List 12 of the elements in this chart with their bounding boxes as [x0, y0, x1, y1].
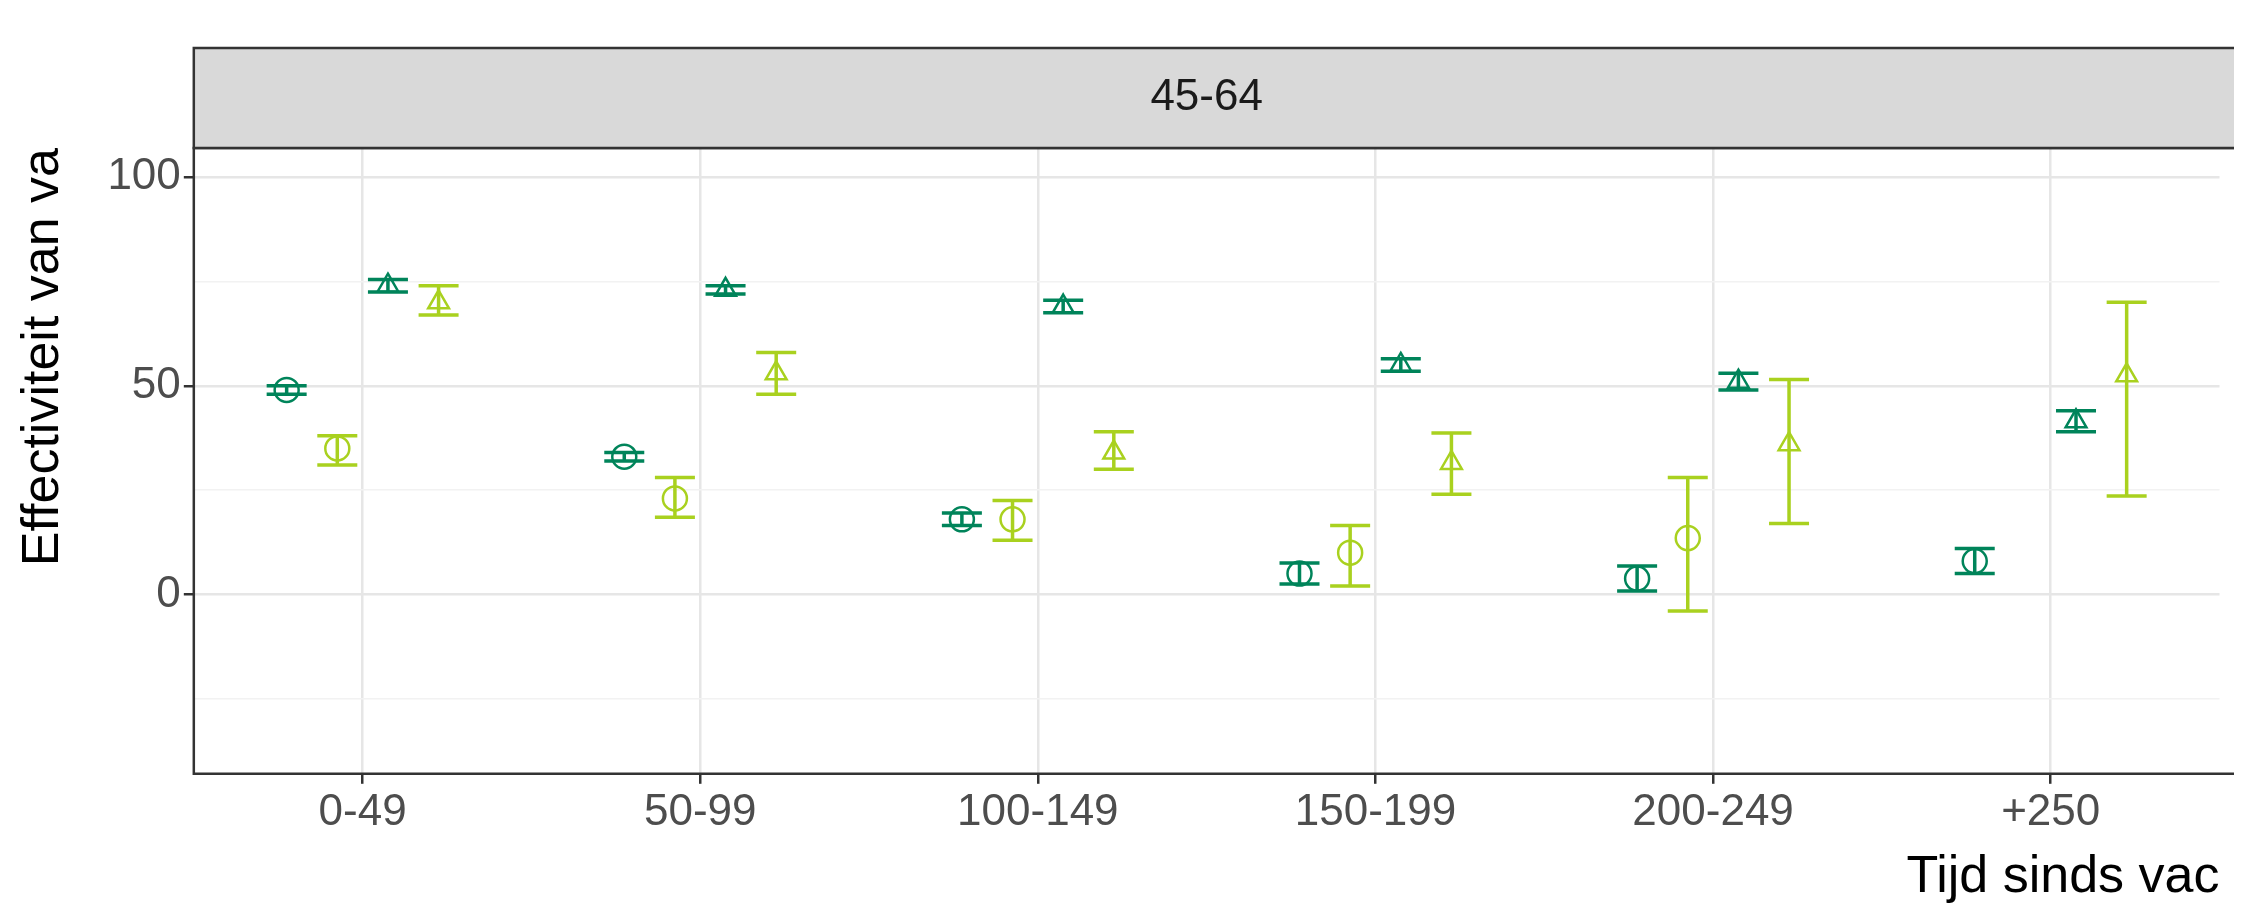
- y-axis-title: Effectiviteit van va: [10, 147, 69, 567]
- y-tick-label: 50: [131, 357, 181, 407]
- x-axis-title: Tijd sinds vac: [1906, 845, 2220, 904]
- x-tick-label: 200-249: [1632, 785, 1794, 835]
- y-tick-label: 100: [107, 149, 181, 199]
- x-tick-label: +250: [2001, 785, 2101, 835]
- x-tick-label: 50-99: [643, 785, 757, 835]
- y-tick-label: 0: [156, 566, 181, 616]
- x-tick-label: 150-199: [1294, 785, 1457, 835]
- chart-title: 45-64: [1150, 70, 1263, 120]
- x-tick-label: 100-149: [957, 785, 1119, 835]
- x-tick-label: 0-49: [318, 785, 407, 835]
